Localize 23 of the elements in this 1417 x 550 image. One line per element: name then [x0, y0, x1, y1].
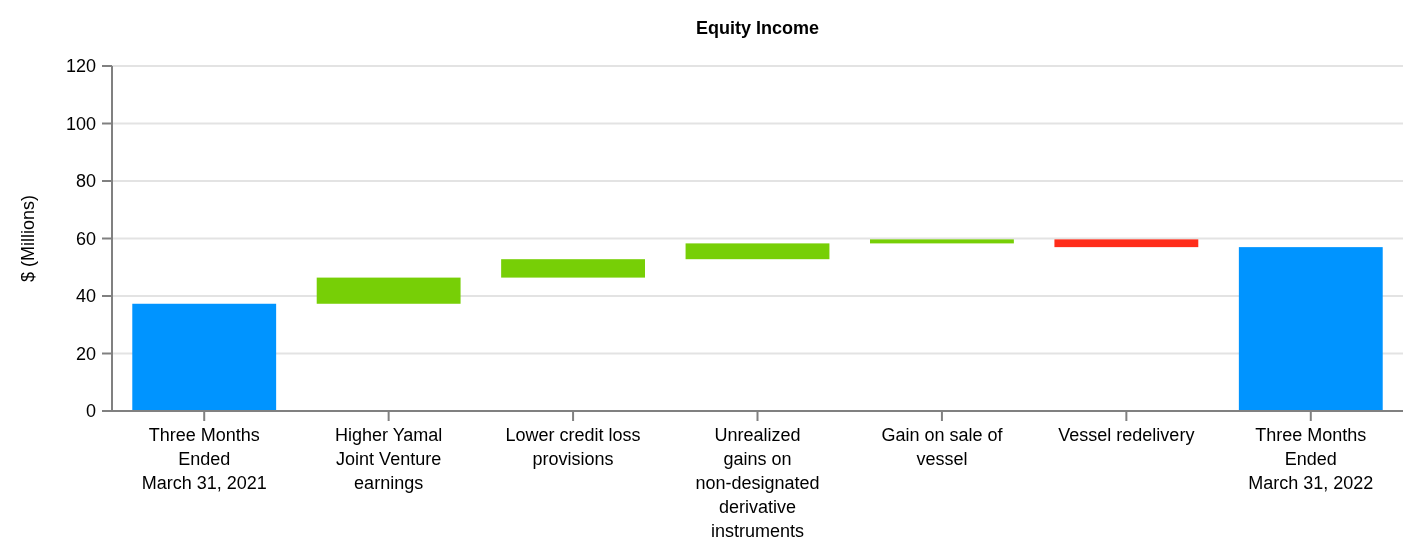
bar — [501, 259, 645, 278]
x-tick-label: Lower credit loss provisions — [505, 425, 641, 469]
bar — [1054, 239, 1199, 248]
y-tick-label: 120 — [65, 56, 96, 77]
y-tick-label: 100 — [65, 113, 96, 134]
y-tick-label: 20 — [75, 343, 96, 364]
x-tick-label: Gain on sale of vessel — [881, 425, 1004, 469]
x-tick-label: Three Months Ended March 31, 2021 — [141, 425, 267, 493]
y-tick-label: 0 — [85, 401, 96, 422]
x-tick-label: Unrealized gains on non-designated derivative instruments — [695, 425, 820, 541]
bar — [132, 303, 277, 411]
bar — [870, 239, 1014, 244]
chart-title: Equity Income — [695, 18, 820, 38]
y-tick-label: 80 — [75, 171, 96, 192]
y-axis-title: $ (Millions) — [18, 194, 38, 283]
x-tick-label: Three Months Ended March 31, 2022 — [1248, 425, 1374, 493]
y-tick-label: 40 — [75, 286, 96, 307]
y-tick-label: 60 — [75, 228, 96, 249]
bar — [685, 243, 830, 260]
x-tick-label: Vessel redelivery — [1058, 425, 1195, 445]
bar — [316, 277, 461, 304]
x-tick-label: Higher Yamal Joint Venture earnings — [334, 425, 443, 493]
bar — [1238, 247, 1383, 411]
